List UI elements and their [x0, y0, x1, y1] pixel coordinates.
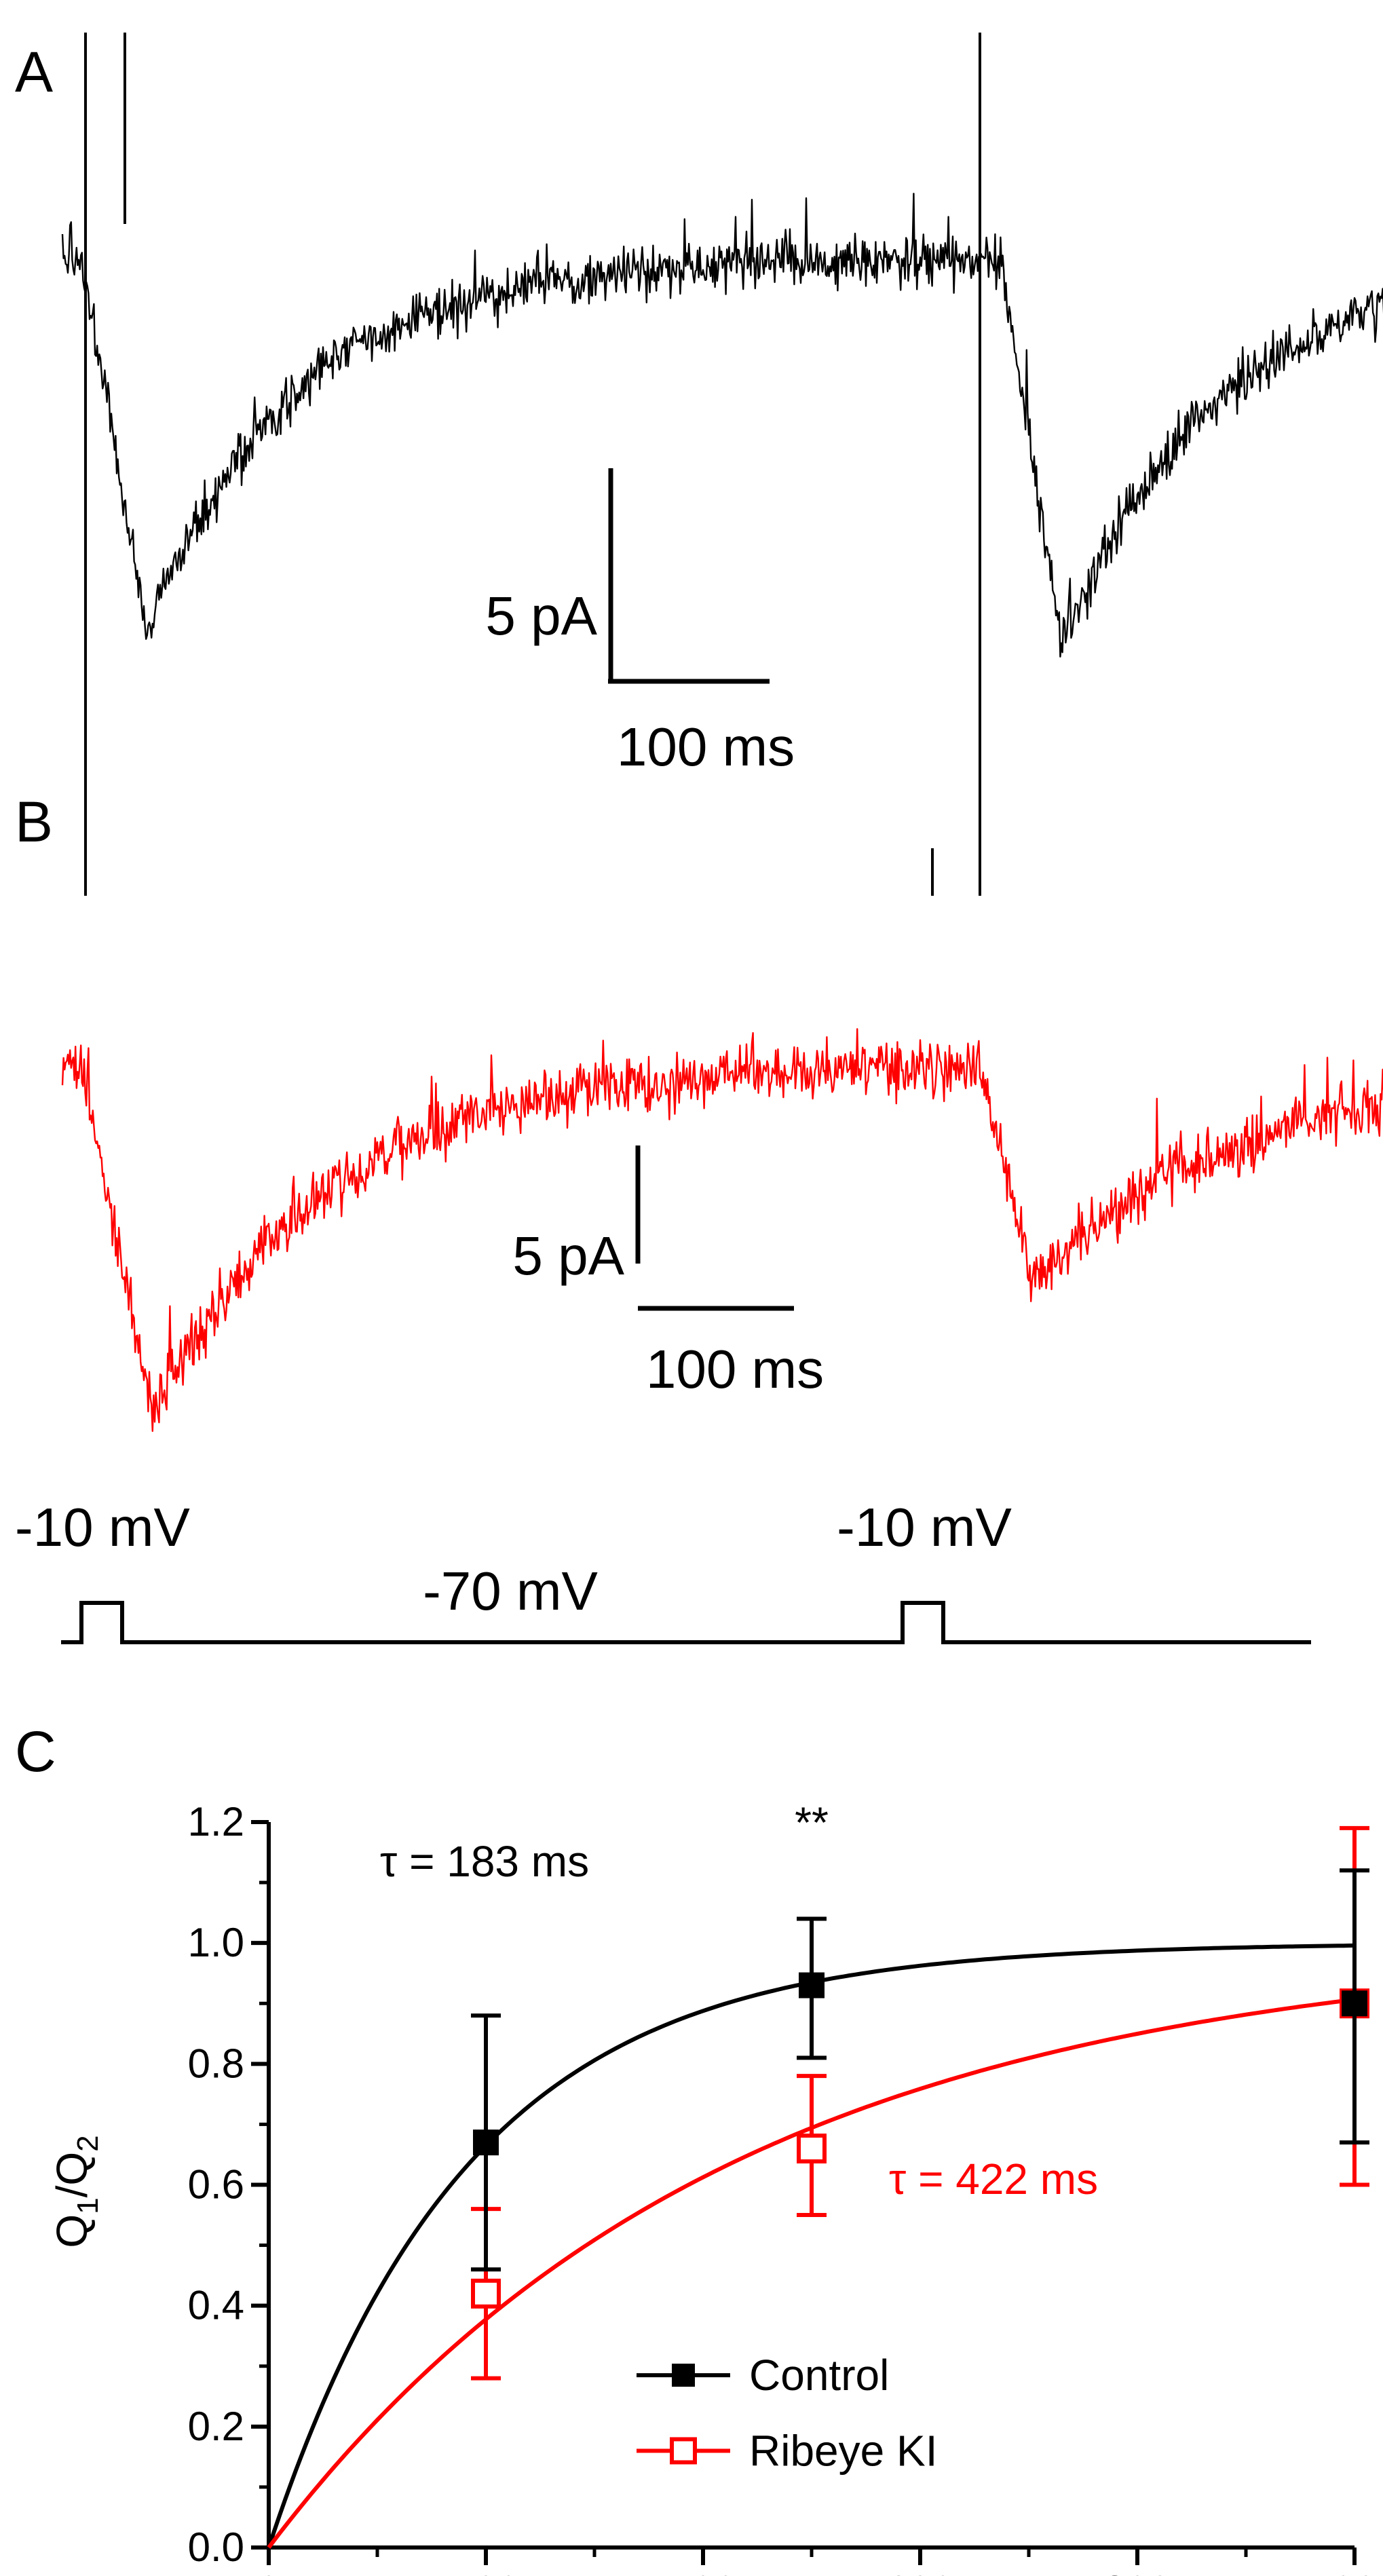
panel-b-label: B: [15, 790, 53, 854]
y-tick-label: 0.2: [188, 2404, 244, 2449]
panel-b: B 5 pA 100 ms: [15, 790, 1383, 1432]
panel-c: C 0.0 0.2 0.4 0.6 0.8 1.0 1.2 0 200 400 600 800 1000…: [15, 1720, 1383, 2576]
panel-c-label: C: [15, 1720, 56, 1783]
x-tick-label: 1000: [1309, 2568, 1383, 2576]
voltage-protocol: -10 mV -70 mV -10 mV: [15, 1497, 1311, 1644]
y-axis-title-part: /Q: [48, 2152, 96, 2198]
x-tick-label: 800: [1103, 2568, 1171, 2576]
y-tick-label: 0.8: [188, 2041, 244, 2086]
legend-ribeye-marker: [670, 2437, 697, 2465]
x-tick-label: 600: [886, 2568, 954, 2576]
scale-bar-a-y-label: 5 pA: [485, 586, 597, 646]
ribeye-data-point: [471, 2278, 501, 2309]
x-tick-label: 200: [452, 2568, 520, 2576]
legend-control-marker: [672, 2364, 695, 2387]
panel-a: A 5 pA 100 ms: [15, 33, 1383, 896]
legend-control-label: Control: [749, 2351, 889, 2400]
x-tick-label: 0: [257, 2568, 280, 2576]
y-tick-label: 0.6: [188, 2162, 244, 2208]
ribeye-current-trace: [61, 1028, 1383, 1432]
significance-annotation: **: [795, 1798, 829, 1846]
scale-bar-a: 5 pA 100 ms: [485, 468, 795, 777]
protocol-holding-label: -70 mV: [423, 1561, 598, 1621]
panel-a-label: A: [15, 40, 53, 104]
control-current-trace: [61, 193, 1383, 658]
control-data-point: [799, 1972, 825, 1999]
scale-bar-b-x-label: 100 ms: [646, 1339, 824, 1399]
y-tick-label: 1.2: [188, 1799, 244, 1844]
y-axis-title-part: 1: [71, 2197, 105, 2214]
voltage-protocol-trace: [61, 1601, 1311, 1644]
y-tick-label: 0.4: [188, 2283, 244, 2328]
y-axis-title-part: 2: [71, 2135, 105, 2151]
y-tick-label: 0.0: [188, 2524, 244, 2570]
y-tick-label: 1.0: [188, 1920, 244, 1965]
scale-bar-a-x-label: 100 ms: [617, 717, 795, 777]
legend-ribeye-label: Ribeye KI: [749, 2426, 937, 2475]
protocol-step2-label: -10 mV: [837, 1497, 1012, 1557]
y-axis-title-part: Q: [48, 2214, 96, 2248]
recovery-chart: 0.00.20.40.60.81.01.202004006008001000IS…: [48, 1798, 1383, 2576]
tau-label-ribeye: τ = 422 ms: [889, 2155, 1098, 2203]
tau-label-control: τ = 183 ms: [380, 1837, 589, 1886]
scale-bar-b-y-label: 5 pA: [512, 1226, 624, 1286]
control-data-point: [1342, 1990, 1367, 2017]
protocol-step1-label: -10 mV: [15, 1497, 190, 1557]
control-data-point: [473, 2129, 499, 2156]
ribeye-data-point: [797, 2134, 827, 2164]
x-tick-label: 400: [669, 2568, 737, 2576]
y-axis-title: Q1/Q2: [48, 2135, 105, 2248]
scale-bar-b: 5 pA 100 ms: [512, 1145, 824, 1399]
